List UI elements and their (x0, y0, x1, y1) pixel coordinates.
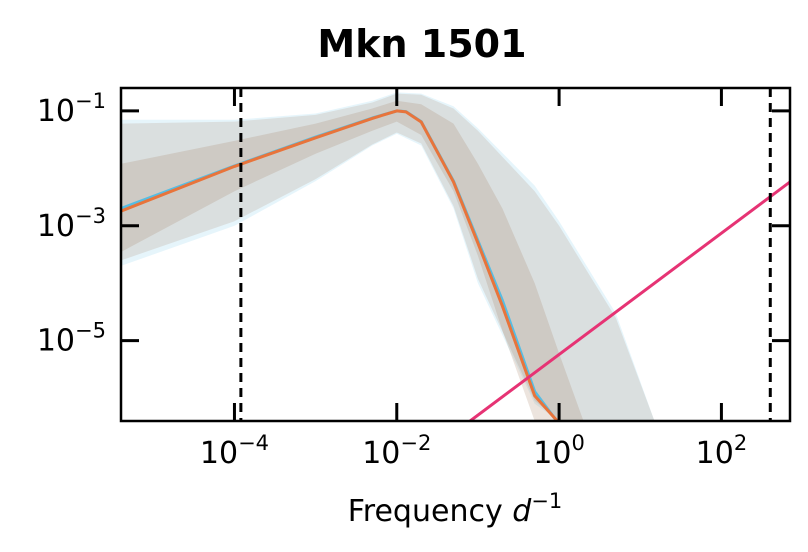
y-tick-label-2-exp: −3 (75, 204, 106, 228)
x-tick-label-2-exp: −2 (400, 431, 431, 455)
y-tick-label-1-base: 10 (37, 94, 75, 129)
x-axis-unit-base: d (512, 494, 532, 529)
plot-frame (119, 86, 792, 423)
x-tick-label-4-base: 10 (696, 436, 734, 471)
series-line-3 (469, 180, 790, 421)
confidence-band-3 (121, 100, 584, 421)
y-tick-label-3-exp: −5 (75, 319, 106, 343)
x-tick-label-4: 102 (696, 431, 748, 471)
y-tick-label-1: 10−1 (37, 89, 106, 129)
x-tick-label-3: 100 (533, 431, 585, 471)
y-tick-label-1-exp: −1 (75, 89, 106, 113)
x-tick-label-1-exp: −4 (238, 431, 269, 455)
y-tick-label-3-base: 10 (37, 324, 75, 359)
chart-title: Mkn 1501 (317, 22, 526, 66)
series-line-2 (121, 109, 559, 421)
x-axis-label-text: Frequency (348, 494, 503, 529)
x-tick-label-1: 10−4 (200, 431, 269, 471)
x-tick-label-1-base: 10 (200, 436, 238, 471)
y-tick-label-2: 10−3 (37, 204, 106, 244)
x-tick-label-4-exp: 2 (734, 431, 747, 455)
x-axis-unit-exp: −1 (531, 489, 562, 513)
y-tick-label-3: 10−5 (37, 319, 106, 359)
y-tick-label-2-base: 10 (37, 209, 75, 244)
confidence-band-1 (121, 92, 655, 421)
x-axis-label: Frequency d−1 (348, 489, 563, 529)
x-tick-label-3-exp: 0 (571, 431, 584, 455)
confidence-band-2 (121, 93, 655, 421)
x-tick-label-2-base: 10 (362, 436, 400, 471)
x-tick-label-3-base: 10 (533, 436, 571, 471)
x-tick-label-2: 10−2 (362, 431, 431, 471)
